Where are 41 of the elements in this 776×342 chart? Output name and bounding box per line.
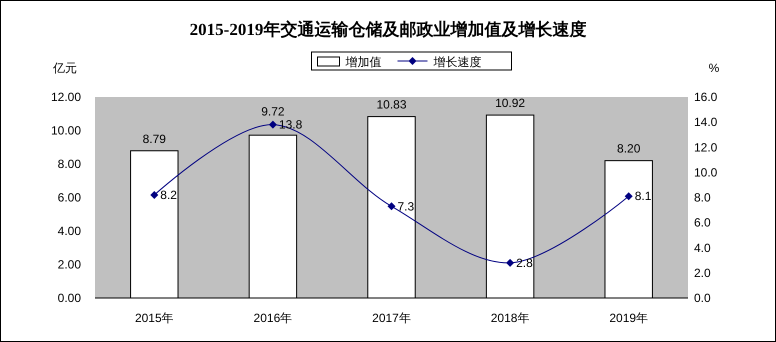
- y2-tick-label: 4.0: [694, 240, 712, 255]
- legend-label: 增加值: [344, 55, 382, 69]
- data-label: 8.1: [634, 189, 652, 204]
- y2-tick-label: 6.0: [694, 216, 712, 230]
- y2-tick-label: 0.0: [694, 291, 712, 305]
- y-tick-label: 8.00: [58, 157, 82, 171]
- point: [388, 202, 396, 210]
- y2-tick-label: 8.0: [694, 190, 712, 204]
- data-label: 10.83: [376, 98, 407, 112]
- x-tick-label: 2016年: [254, 311, 292, 325]
- point: [624, 192, 633, 200]
- y-tick-label: 6.00: [58, 190, 82, 204]
- y-tick-label: 2.00: [58, 258, 82, 272]
- point: [150, 190, 158, 199]
- x-tick-label: 2018年: [490, 311, 530, 325]
- point: [268, 120, 277, 129]
- y2-tick-label: 16.0: [694, 90, 718, 104]
- y-tick-label: 10.00: [50, 124, 82, 138]
- data-label: 9.72: [261, 104, 285, 119]
- y2-tick-label: 10.0: [694, 165, 718, 180]
- data-label: 8.20: [617, 142, 641, 156]
- y2-axis-title: %: [708, 61, 720, 75]
- data-label: 10.92: [495, 96, 526, 110]
- y2-tick-label: 12.0: [694, 140, 718, 154]
- point: [506, 258, 514, 267]
- chart-title: 2015-2019年交通运输仓储及邮政业增加值及增长速度: [190, 20, 586, 39]
- data-label: 8.2: [160, 188, 178, 202]
- data-label: 2.8: [516, 256, 534, 270]
- y2-tick-label: 2.0: [694, 266, 712, 280]
- x-tick-label: 2015年: [134, 311, 174, 325]
- x-tick-label: 2019年: [609, 311, 648, 325]
- y-tick-label: 0.00: [58, 291, 82, 305]
- data-label: 7.3: [398, 199, 415, 214]
- y-tick-label: 4.00: [58, 224, 82, 238]
- data-label: 13.8: [278, 118, 303, 132]
- legend-label: 增长速度: [432, 55, 482, 69]
- y-tick-label: 12.00: [50, 90, 82, 104]
- y-axis-title: 亿元: [52, 61, 77, 75]
- data-label: 8.79: [142, 132, 166, 146]
- x-tick-label: 2017年: [372, 311, 411, 325]
- y2-tick-label: 14.0: [694, 115, 718, 130]
